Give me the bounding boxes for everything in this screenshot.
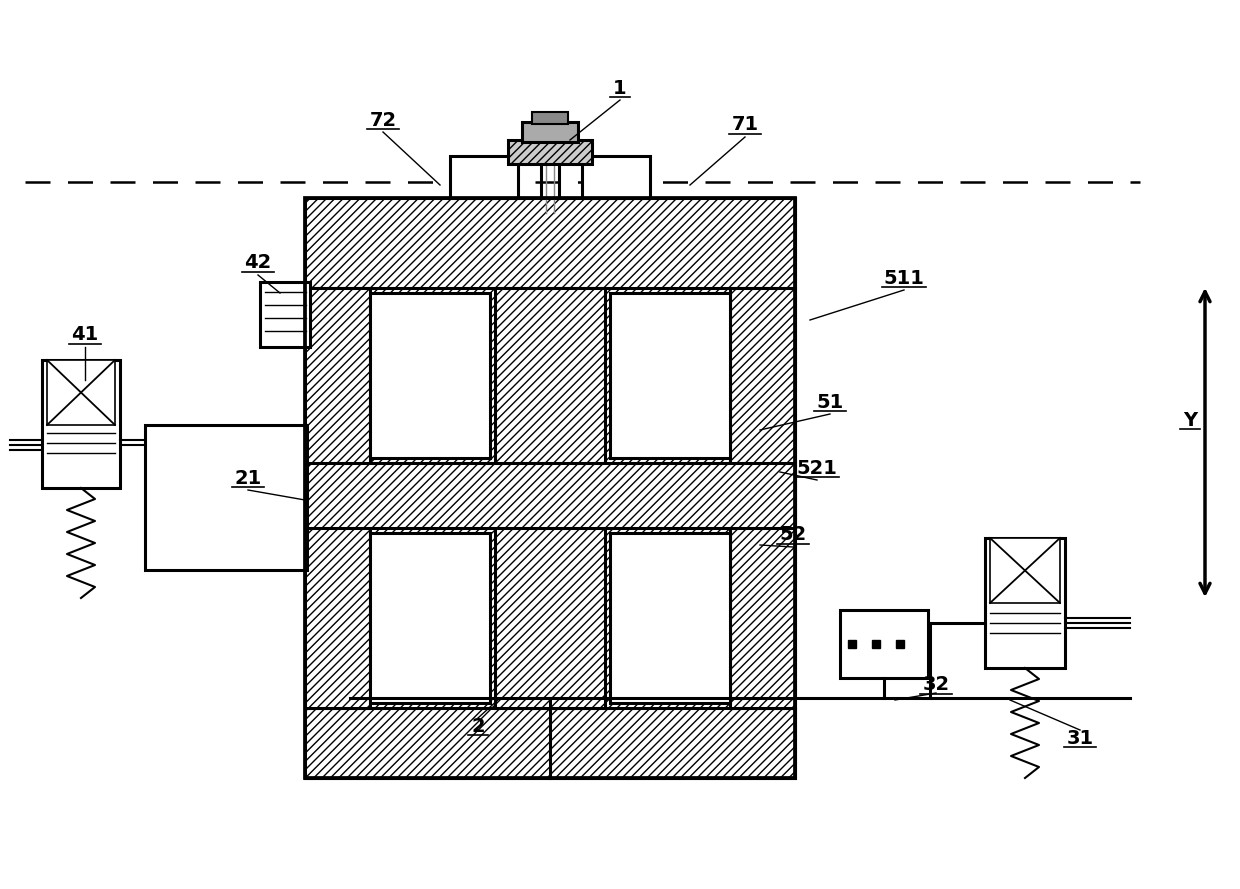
Bar (305, 198, 795, 288)
Bar (610, 293, 730, 458)
Text: 21: 21 (234, 469, 262, 487)
Bar (145, 425, 308, 570)
Bar (610, 533, 730, 703)
Bar (260, 282, 310, 347)
Bar (305, 198, 795, 778)
Text: 72: 72 (370, 110, 397, 130)
Text: 511: 511 (884, 268, 925, 287)
Bar (730, 288, 795, 708)
Bar (522, 122, 578, 142)
Bar (305, 463, 795, 528)
Bar (370, 533, 490, 703)
Text: Y: Y (1183, 411, 1197, 429)
Bar (305, 198, 795, 778)
Text: 521: 521 (796, 459, 837, 477)
Bar (582, 156, 650, 198)
Text: 31: 31 (1066, 728, 1094, 748)
Bar (47, 360, 115, 425)
Bar (839, 610, 928, 678)
Text: 32: 32 (923, 676, 950, 694)
Bar (532, 112, 568, 124)
Text: 51: 51 (816, 393, 843, 412)
Text: 41: 41 (72, 325, 99, 345)
Bar (42, 360, 120, 488)
Bar (370, 293, 490, 458)
Bar (990, 538, 1060, 603)
Text: 52: 52 (780, 525, 807, 544)
Text: 42: 42 (244, 253, 272, 273)
Text: 1: 1 (614, 78, 626, 98)
Bar (305, 288, 370, 708)
Bar (450, 156, 518, 198)
Bar (495, 288, 605, 708)
Text: 71: 71 (732, 116, 759, 134)
Bar (985, 538, 1065, 668)
Bar (508, 140, 591, 164)
Bar (305, 708, 795, 778)
Text: 2: 2 (471, 717, 485, 735)
